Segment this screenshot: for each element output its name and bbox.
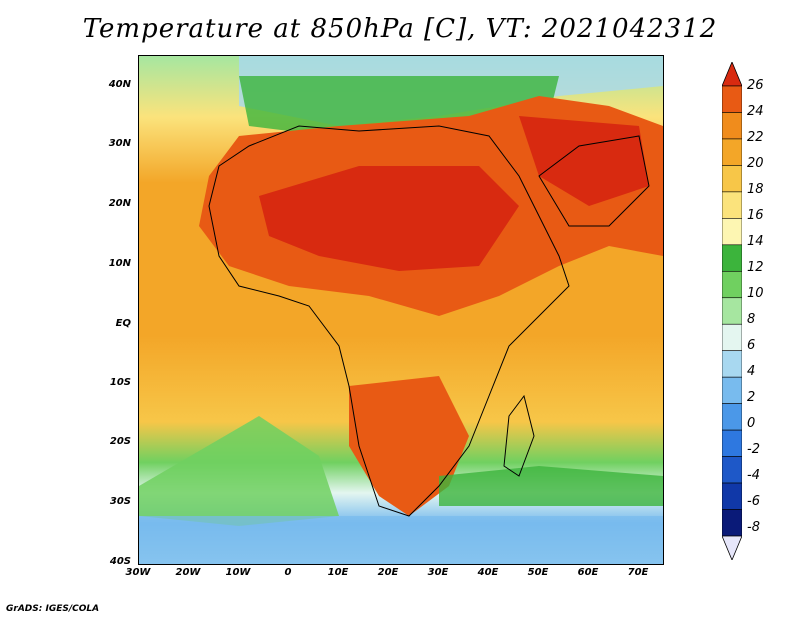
sahel-hottest-region xyxy=(259,166,519,271)
lat-label-10n: 10N xyxy=(108,258,131,269)
lon-label-20w: 20W xyxy=(175,567,201,578)
arabia-coastline xyxy=(538,135,650,227)
colorbar-label-2: 2 xyxy=(747,390,756,405)
colorbar-label-minus2: -2 xyxy=(747,442,760,457)
lon-label-30e: 30E xyxy=(427,567,449,578)
lat-label-20s: 20S xyxy=(109,436,131,447)
color-scale-bar xyxy=(722,62,742,560)
colorbar-cell xyxy=(722,429,742,457)
lat-label-30n: 30N xyxy=(108,138,131,149)
southern-ocean-cold-region xyxy=(139,516,663,564)
colorbar-label-26: 26 xyxy=(747,78,764,93)
colorbar-cell xyxy=(722,350,742,378)
madagascar-coastline xyxy=(503,394,535,477)
lon-label-0: 0 xyxy=(284,567,292,578)
colorbar-cell xyxy=(722,297,742,325)
colorbar-cell xyxy=(722,482,742,510)
lat-label-40n: 40N xyxy=(108,79,131,90)
colorbar-label-4: 4 xyxy=(747,364,756,379)
lat-label-20n: 20N xyxy=(108,198,131,209)
lat-label-eq: EQ xyxy=(115,318,131,329)
colorbar-label-0: 0 xyxy=(747,416,756,431)
colorbar-cell xyxy=(722,112,742,140)
colorbar-cell xyxy=(722,509,742,537)
lat-label-10s: 10S xyxy=(109,377,131,388)
colorbar-cell xyxy=(722,191,742,219)
lon-label-10e: 10E xyxy=(327,567,349,578)
colorbar-label-minus6: -6 xyxy=(747,494,760,509)
chart-title: Temperature at 850hPa [C], VT: 202104231… xyxy=(82,14,718,44)
grads-credit: GrADS: IGES/COLA xyxy=(6,604,100,614)
colorbar-label-minus4: -4 xyxy=(747,468,760,483)
colorbar-label-20: 20 xyxy=(747,156,764,171)
temperature-map xyxy=(138,55,664,565)
lon-label-50e: 50E xyxy=(527,567,549,578)
lon-label-20e: 20E xyxy=(377,567,399,578)
lon-label-60e: 60E xyxy=(577,567,599,578)
lon-label-70e: 70E xyxy=(627,567,649,578)
colorbar-label-16: 16 xyxy=(747,208,764,223)
colorbar-cell xyxy=(722,376,742,404)
colorbar-label-12: 12 xyxy=(747,260,764,275)
lat-label-40s: 40S xyxy=(109,556,131,567)
lon-label-30w: 30W xyxy=(125,567,151,578)
colorbar-cell xyxy=(722,456,742,484)
lon-label-40e: 40E xyxy=(477,567,499,578)
colorbar-top-arrow xyxy=(722,62,742,87)
colorbar-label-10: 10 xyxy=(747,286,764,301)
colorbar-label-14: 14 xyxy=(747,234,764,249)
colorbar-bottom-arrow xyxy=(722,535,742,560)
south-atlantic-cool-region xyxy=(139,416,339,526)
south-indian-cool-region xyxy=(439,466,663,506)
colorbar-cell xyxy=(722,244,742,272)
colorbar-label-minus8: -8 xyxy=(747,520,760,535)
lat-label-30s: 30S xyxy=(109,496,131,507)
colorbar-cell xyxy=(722,270,742,299)
colorbar-label-22: 22 xyxy=(747,130,764,145)
arabia-hottest-region xyxy=(519,116,649,206)
colorbar-cell xyxy=(722,323,742,352)
lon-label-10w: 10W xyxy=(225,567,251,578)
colorbar-cell xyxy=(722,165,742,193)
africa-coastline xyxy=(208,125,570,517)
map-svg xyxy=(139,56,663,564)
colorbar-label-8: 8 xyxy=(747,312,756,327)
colorbar-label-6: 6 xyxy=(747,338,756,353)
colorbar-cell xyxy=(722,138,742,166)
colorbar-cell xyxy=(722,403,742,431)
colorbar-cell xyxy=(722,85,742,113)
colorbar-label-24: 24 xyxy=(747,104,764,119)
colorbar-label-18: 18 xyxy=(747,182,764,197)
colorbar-cell xyxy=(722,218,742,246)
